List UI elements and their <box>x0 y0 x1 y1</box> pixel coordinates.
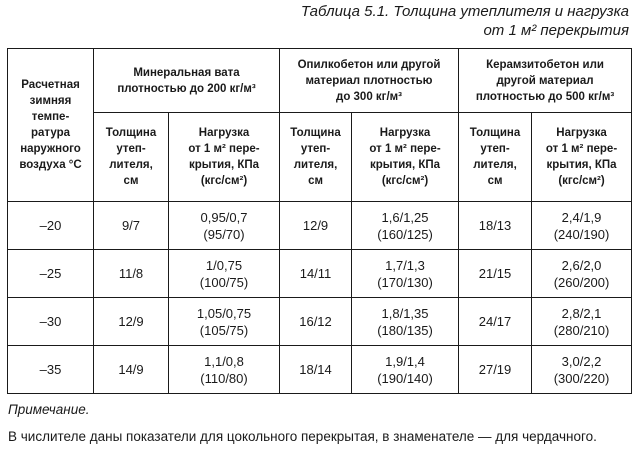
table-cell: 12/9 <box>279 201 353 250</box>
header-group-expanded-clay-concrete: Керамзитобетон или другой материал плотн… <box>458 48 633 113</box>
table-cell: 1,8/1,35 (180/135) <box>351 297 460 346</box>
table-cell: 2,6/2,0 (260/200) <box>531 249 633 298</box>
subheader-thickness: Толщина утеп- лителя, см <box>93 112 169 202</box>
table-cell: 18/14 <box>279 345 353 394</box>
table-row: –25 11/8 1/0,75 (100/75) 14/11 1,7/1,3 (… <box>7 249 633 298</box>
table-cell: 2,8/2,1 (280/210) <box>531 297 633 346</box>
table-cell: 1,7/1,3 (170/130) <box>351 249 460 298</box>
table-cell: 11/8 <box>93 249 169 298</box>
table-cell: 24/17 <box>458 297 533 346</box>
table-cell: 21/15 <box>458 249 533 298</box>
table-cell: 1,1/0,8 (110/80) <box>167 345 281 394</box>
table-cell: 27/19 <box>458 345 533 394</box>
table-cell: 16/12 <box>279 297 353 346</box>
subheader-load: Нагрузка от 1 м² пере- крытия, КПа (кгс/… <box>167 112 281 202</box>
header-temperature: Расчетная зимняя темпе- ратура наружного… <box>7 48 94 202</box>
table-row: –20 9/7 0,95/0,7 (95/70) 12/9 1,6/1,25 (… <box>7 201 633 250</box>
caption-line-1: Таблица 5.1. Толщина утеплителя и нагруз… <box>300 3 629 20</box>
caption-line-2: от 1 м² перекрытия <box>483 22 629 39</box>
subheader-thickness: Толщина утеп- лителя, см <box>458 112 533 202</box>
table-cell: 18/13 <box>458 201 533 250</box>
temperature-cell: –30 <box>7 297 94 346</box>
table-cell: 1,9/1,4 (190/140) <box>351 345 460 394</box>
table-cell: 1,05/0,75 (105/75) <box>167 297 281 346</box>
table-cell: 3,0/2,2 (300/220) <box>531 345 633 394</box>
header-group-sawdust-concrete: Опилкобетон или другой материал плотност… <box>279 48 460 113</box>
temperature-cell: –35 <box>7 345 94 394</box>
note-text: В числителе даны показатели для цокольно… <box>8 429 597 444</box>
table-cell: 14/9 <box>93 345 169 394</box>
table-cell: 12/9 <box>93 297 169 346</box>
table-cell: 1/0,75 (100/75) <box>167 249 281 298</box>
table-row: –30 12/9 1,05/0,75 (105/75) 16/12 1,8/1,… <box>7 297 633 346</box>
table-cell: 2,4/1,9 (240/190) <box>531 201 633 250</box>
header-group-mineral-wool: Минеральная вата плотностью до 200 кг/м³ <box>92 48 281 113</box>
subheader-load: Нагрузка от 1 м² пере- крытия, КПа (кгс/… <box>531 112 633 202</box>
table-cell: 9/7 <box>93 201 169 250</box>
note-title: Примечание. <box>8 402 90 417</box>
temperature-cell: –20 <box>7 201 94 250</box>
table-cell: 14/11 <box>279 249 353 298</box>
temperature-cell: –25 <box>7 249 94 298</box>
table-cell: 1,6/1,25 (160/125) <box>351 201 460 250</box>
subheader-load: Нагрузка от 1 м² пере- крытия, КПа (кгс/… <box>351 112 460 202</box>
insulation-table: Расчетная зимняя темпе- ратура наружного… <box>7 48 633 394</box>
table-cell: 0,95/0,7 (95/70) <box>167 201 281 250</box>
table-row: –35 14/9 1,1/0,8 (110/80) 18/14 1,9/1,4 … <box>7 345 633 394</box>
subheader-thickness: Толщина утеп- лителя, см <box>279 112 353 202</box>
table-caption: Таблица 5.1. Толщина утеплителя и нагруз… <box>301 2 629 40</box>
